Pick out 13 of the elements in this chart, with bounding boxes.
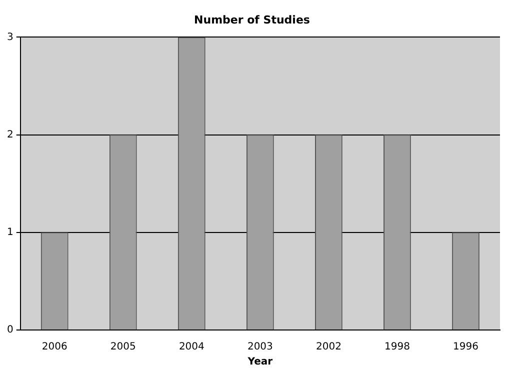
x-tick-label: 2006 [42,342,68,353]
x-tick-label: 2004 [178,342,204,353]
y-tick-label: 2 [6,129,14,140]
x-tick-label: 2003 [247,342,273,353]
x-axis-title: Year [246,356,273,368]
chart-title: Number of Studies [194,13,310,26]
x-tick-label: 1998 [384,342,410,353]
x-tick-label: 2002 [316,342,342,353]
x-tick-label: 1996 [453,342,478,353]
x-tick-label: 2005 [110,342,136,353]
y-tick-label: 3 [6,32,14,43]
y-tick-label: 1 [6,226,14,238]
y-tick-label: 0 [6,324,14,336]
